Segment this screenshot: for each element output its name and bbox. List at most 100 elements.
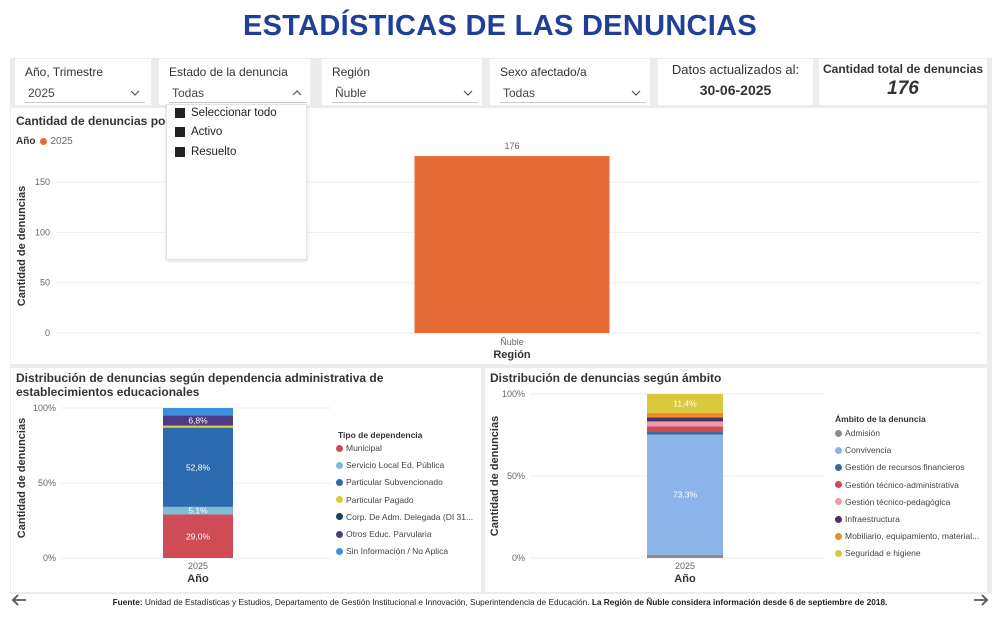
legend-dot <box>835 463 842 471</box>
legend-item: Gestión técnico-pedagógica <box>835 497 950 507</box>
region-chart-legend: Año 2025 <box>16 136 73 147</box>
y-axis-title: Cantidad de denuncias <box>16 186 28 306</box>
legend-label: Año <box>16 136 36 147</box>
legend-label: Particular Pagado <box>346 494 414 505</box>
region-chart-card: Cantidad de denuncias por re Año 2025 0 5… <box>11 108 987 364</box>
legend-item: Servicio Local Ed. Pública <box>336 460 444 470</box>
legend-item: Gestión técnico-administrativa <box>835 480 959 490</box>
data-label: 176 <box>504 141 519 151</box>
slicer-sex-dropdown[interactable]: Todas <box>500 85 646 103</box>
chevron-up-icon <box>292 90 302 96</box>
data-label: 5,1% <box>188 506 208 516</box>
updated-card: Datos actualizados al: 30-06-2025 <box>658 59 813 105</box>
bar-segment <box>647 554 723 558</box>
dependency-chart-title: Distribución de denuncias según dependen… <box>16 371 384 399</box>
legend-label: Gestión de recursos financieros <box>845 462 965 473</box>
legend-item: Otros Educ. Parvularia <box>336 529 432 539</box>
legend-dot <box>336 478 343 486</box>
dependency-chart-card: Distribución de denuncias según dependen… <box>11 368 481 592</box>
footer-source-label: Fuente: <box>112 597 143 607</box>
menu-item-label: Seleccionar todo <box>191 107 277 119</box>
y-axis-title: Cantidad de denuncias <box>16 418 28 538</box>
bar-segment <box>647 432 723 435</box>
y-tick-label: 50% <box>507 471 525 481</box>
updated-date: 30-06-2025 <box>699 82 772 98</box>
bar-segment <box>163 427 233 507</box>
legend-dot <box>835 498 842 506</box>
arrow-right-icon[interactable] <box>972 591 990 615</box>
scope-legend-title: Ámbito de la denuncia <box>835 414 926 424</box>
legend-item: Mobiliario, equipamiento, material... <box>835 531 979 541</box>
scope-stacked-chart: 0% 50% 100% 73,3% 11,4% 2025 Año Cantidad de de… <box>489 389 825 585</box>
legend-item: Particular Subvencionado <box>336 477 443 487</box>
slicer-region-label: Región <box>332 65 371 79</box>
slicer-year-quarter-value: 2025 <box>28 86 55 100</box>
legend-dot <box>40 138 48 145</box>
bar-nuble <box>414 156 610 333</box>
slicer-sex-label: Sexo afectado/a <box>500 65 587 79</box>
legend-dot <box>835 446 842 454</box>
legend-dot <box>835 429 842 437</box>
legend-label: Municipal <box>346 443 382 453</box>
menu-item-select-all[interactable]: Seleccionar todo <box>175 107 277 119</box>
data-label: 29,0% <box>186 531 211 541</box>
arrow-right-icon-glyph <box>974 594 989 606</box>
chevron-down-icon <box>631 90 641 96</box>
x-axis-title: Año <box>674 573 696 585</box>
bar-segment <box>647 426 723 433</box>
bar-segment <box>647 421 723 427</box>
legend-label: Particular Subvencionado <box>346 477 443 488</box>
data-label: 52,8% <box>186 462 211 472</box>
arrow-left-icon[interactable] <box>10 591 28 615</box>
legend-label: Otros Educ. Parvularia <box>346 529 432 539</box>
legend-item: Municipal <box>336 443 382 453</box>
slicer-year-quarter-dropdown[interactable]: 2025 <box>25 85 145 103</box>
legend-item: Particular Pagado <box>336 495 414 505</box>
page-title: ESTADÍSTICAS DE LAS DENUNCIAS <box>242 10 758 42</box>
total-card: Cantidad total de denuncias 176 <box>819 59 987 105</box>
bar-segment <box>163 408 233 416</box>
y-tick-label: 50% <box>38 478 56 488</box>
slicer-region-dropdown[interactable]: Ñuble <box>332 85 478 103</box>
total-value: 176 <box>887 78 919 99</box>
menu-item-resolved[interactable]: Resuelto <box>175 146 236 158</box>
slicer-status-dropdown[interactable]: Todas <box>169 85 307 103</box>
checkbox-icon <box>175 108 185 118</box>
legend-label: Mobiliario, equipamiento, material... <box>845 531 980 542</box>
data-label: 73,3% <box>673 490 698 500</box>
footer-source-text: Unidad de Estadísticas y Estudios, Depar… <box>142 597 592 607</box>
slicer-region-value: Ñuble <box>335 86 367 100</box>
y-tick-label: 100% <box>502 389 525 399</box>
data-label: 6,8% <box>188 415 208 425</box>
menu-item-active[interactable]: Activo <box>175 126 222 138</box>
legend-dot <box>336 530 343 538</box>
bar-segment <box>163 415 233 426</box>
legend-label: Gestión técnico-administrativa <box>845 479 959 490</box>
checkbox-icon <box>175 147 185 157</box>
slicer-status-value: Todas <box>172 86 205 100</box>
slicer-region-card: Región Ñuble <box>322 59 482 105</box>
legend-item: Infraestructura <box>835 514 900 524</box>
legend-item: 2025 <box>50 136 73 147</box>
chevron-down-icon <box>463 90 473 96</box>
slicer-sex-value: Todas <box>503 86 536 100</box>
bar-segment <box>647 412 723 418</box>
region-chart-title: Cantidad de denuncias por re <box>16 114 185 128</box>
menu-item-label: Resuelto <box>191 146 237 158</box>
slicer-status-label: Estado de la denuncia <box>169 65 288 79</box>
bar-segment <box>647 434 723 555</box>
menu-item-label: Activo <box>191 126 223 138</box>
legend-label: Gestión técnico-pedagógica <box>845 496 951 507</box>
legend-item: Sin Información / No Aplica <box>336 546 448 556</box>
bar-segment <box>163 514 233 558</box>
legend-label: Infraestructura <box>845 514 900 524</box>
scope-chart-card: Distribución de denuncias según ámbito 0… <box>485 368 987 592</box>
scope-chart-title: Distribución de denuncias según ámbito <box>490 371 722 385</box>
legend-item: Seguridad e higiene <box>835 548 921 558</box>
y-tick-label: 0% <box>43 553 56 563</box>
legend-label: Seguridad e higiene <box>845 548 921 559</box>
checkbox-icon <box>175 127 185 137</box>
x-tick-label: 2025 <box>675 561 695 571</box>
legend-dot <box>835 532 842 540</box>
bar-segment <box>647 417 723 422</box>
